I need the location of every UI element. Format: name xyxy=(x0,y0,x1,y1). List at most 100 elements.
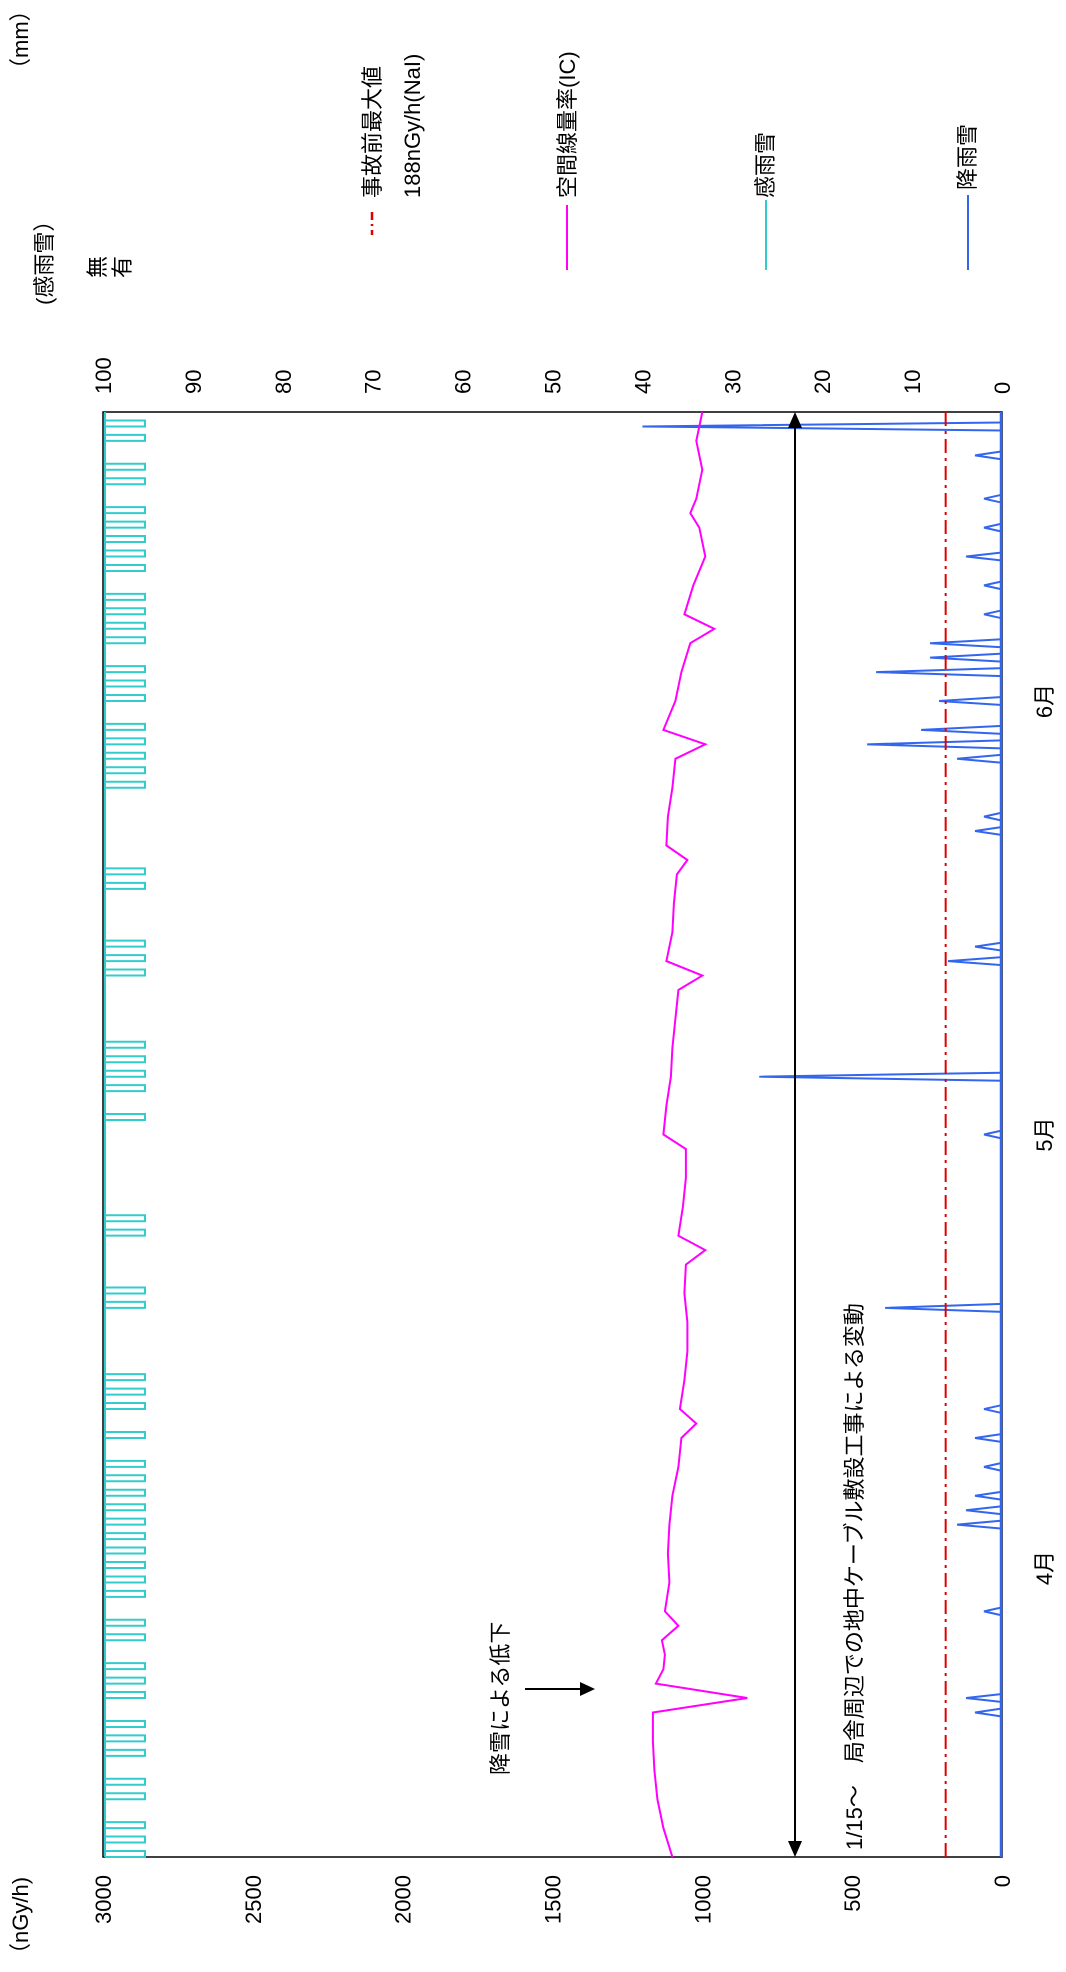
right-axis-tick-label: 70 xyxy=(361,370,386,394)
precip-spike xyxy=(965,551,1003,562)
sensor-pulse xyxy=(105,1561,146,1569)
sensor-pulse xyxy=(105,1300,146,1309)
sensor-pulse xyxy=(105,1589,146,1598)
sensor-pulse xyxy=(105,1387,146,1396)
sensor-pulse xyxy=(105,1503,146,1512)
precip-spike xyxy=(983,522,1003,533)
sensor-pulse xyxy=(105,665,146,674)
right-axis-tick-label: 100 xyxy=(91,357,116,394)
left-axis-tick-label: 2000 xyxy=(391,1875,416,1924)
sensor-pulse xyxy=(105,1691,146,1700)
legend-item-dose-rate: 空間線量率(IC) xyxy=(555,51,580,270)
sensor-pulse xyxy=(105,1676,146,1685)
sensor-pulse xyxy=(105,737,146,746)
sensor-pulse xyxy=(105,1546,146,1555)
right-axis-unit: （mm） xyxy=(8,0,33,80)
sensor-pulse xyxy=(105,780,146,789)
legend-item-preaccident-max: 事故前最大値 188nGy/h(NaI) xyxy=(360,54,425,235)
sensor-pulse xyxy=(105,1113,146,1122)
month-label: 6月 xyxy=(1032,684,1057,718)
precip-spike xyxy=(983,609,1003,620)
dose-rate-line xyxy=(651,411,748,1858)
sensor-pulse xyxy=(105,1633,146,1642)
sensor-pulse xyxy=(105,1373,146,1382)
precip-spike xyxy=(956,753,1003,764)
left-axis-tick-label: 2500 xyxy=(241,1875,266,1924)
right-axis-ticks: 0 10 20 30 40 50 60 70 80 90 100 xyxy=(91,357,1015,394)
sensor-pulse xyxy=(105,1055,146,1064)
precip-spike xyxy=(885,1302,1003,1313)
plot-area xyxy=(102,411,1003,1858)
sensor-series-layer xyxy=(104,412,146,1858)
right-axis-tick-label: 80 xyxy=(271,370,296,394)
sensor-pulse xyxy=(105,954,146,963)
sensor-pulse xyxy=(105,1040,146,1049)
sensor-pulse xyxy=(105,1662,146,1671)
sensor-level-none: 無 xyxy=(85,256,110,278)
month-label: 4月 xyxy=(1032,1551,1057,1585)
sensor-pulse xyxy=(105,535,146,544)
sensor-pulse xyxy=(105,563,146,572)
right-axis-tick-label: 40 xyxy=(630,370,655,394)
precip-spike xyxy=(974,450,1003,461)
precip-spike xyxy=(759,1071,1003,1082)
sensor-pulse xyxy=(105,1850,146,1858)
month-labels: 4月 5月 6月 xyxy=(1032,684,1057,1585)
sensor-pulse xyxy=(105,1575,146,1584)
sensor-pulse xyxy=(105,1214,146,1223)
sensor-pulse xyxy=(105,621,146,630)
precip-spike xyxy=(983,1461,1003,1472)
precip-spike xyxy=(983,580,1003,591)
precip-spike xyxy=(983,1606,1003,1617)
sensor-pulse xyxy=(105,1719,146,1728)
precip-spike xyxy=(930,652,1003,663)
right-axis-tick-label: 90 xyxy=(181,370,206,394)
precip-spike xyxy=(947,956,1003,967)
sensor-pulse xyxy=(105,506,146,515)
snow-drop-annotation: 降雪による低下 xyxy=(488,1622,513,1775)
left-axis-ticks: 0 500 1000 1500 2000 2500 3000 xyxy=(91,1875,1015,1924)
legend-sublabel-preaccident-max: 188nGy/h(NaI) xyxy=(400,54,425,198)
sensor-pulse xyxy=(105,1734,146,1743)
right-axis-tick-label: 30 xyxy=(720,370,745,394)
precip-spike xyxy=(974,1707,1003,1718)
sensor-pulse xyxy=(105,1618,146,1627)
sensor-pulse xyxy=(105,1069,146,1078)
right-axis-tick-label: 20 xyxy=(810,370,835,394)
left-axis-tick-label: 3000 xyxy=(91,1875,116,1924)
sensor-pulse xyxy=(105,1821,146,1830)
precip-spike xyxy=(974,826,1003,837)
precip-spike xyxy=(965,1505,1003,1516)
precip-spike xyxy=(983,1404,1003,1415)
legend-label-preaccident-max: 事故前最大値 xyxy=(360,66,385,198)
right-axis-tick-label: 0 xyxy=(990,382,1015,394)
sensor-pulse xyxy=(105,881,146,890)
precip-spike xyxy=(983,493,1003,504)
left-axis-unit: （nGy/h) xyxy=(8,1877,33,1965)
dose-rate-series-layer xyxy=(651,411,748,1858)
legend-label-sensor: 感雨雪 xyxy=(753,132,778,198)
sensor-pulse xyxy=(105,1517,146,1526)
precip-spike xyxy=(974,941,1003,952)
sensor-pulse xyxy=(105,477,146,486)
precip-spike xyxy=(956,1519,1003,1530)
sensor-pulse xyxy=(105,867,146,876)
sensor-pulse xyxy=(105,1459,146,1468)
sensor-pulse xyxy=(105,694,146,702)
precip-spike xyxy=(974,1490,1003,1501)
sensor-pulse xyxy=(105,636,146,645)
sensor-pulse xyxy=(105,520,146,529)
sensor-pulse xyxy=(105,1084,146,1093)
sensor-pulse xyxy=(105,1402,146,1411)
sensor-pulse xyxy=(105,549,146,558)
precip-spike xyxy=(876,667,1003,678)
sensor-pulse xyxy=(105,1474,146,1483)
sensor-pulse xyxy=(105,433,146,442)
precip-spike xyxy=(983,1129,1003,1140)
legend-item-precip: 降雨雪 xyxy=(955,124,980,270)
sensor-pulse xyxy=(105,592,146,601)
sensor-pulse xyxy=(105,607,146,616)
sensor-pulse xyxy=(105,1228,146,1237)
precip-spike xyxy=(867,739,1003,750)
